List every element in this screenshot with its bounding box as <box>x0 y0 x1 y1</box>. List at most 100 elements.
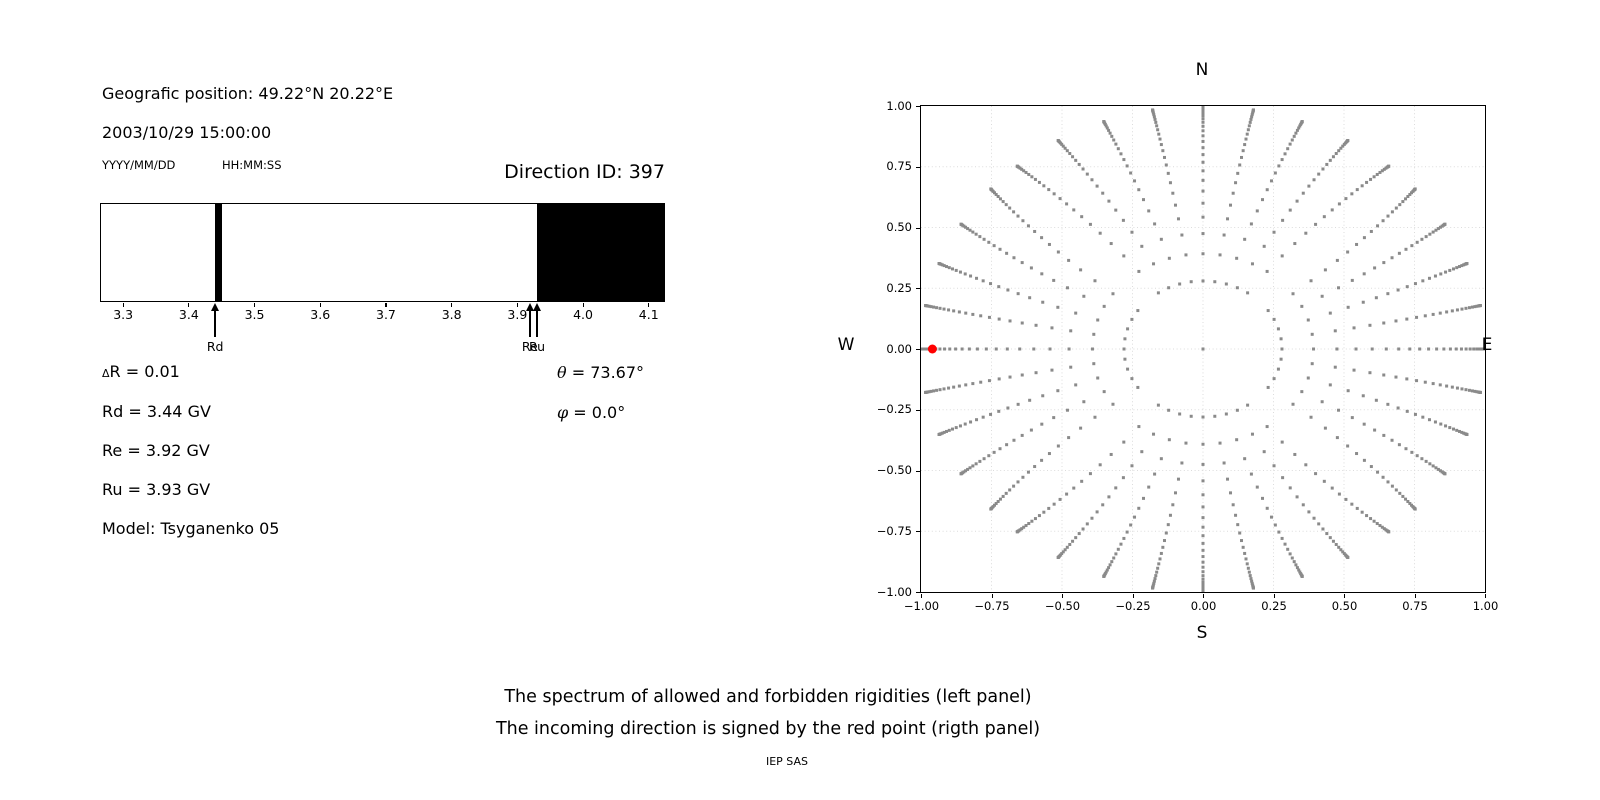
direction-dot <box>1380 169 1384 173</box>
direction-dot <box>1098 231 1102 235</box>
direction-dot <box>1341 144 1345 148</box>
direction-dot <box>1246 566 1250 570</box>
x-tick-mark <box>1062 594 1064 598</box>
direction-dot <box>1265 188 1269 192</box>
direction-dot <box>1434 228 1438 232</box>
direction-dot <box>1436 227 1440 231</box>
axis-label-south: S <box>1196 623 1208 643</box>
direction-dot <box>1381 219 1385 223</box>
direction-scatter <box>921 106 1485 592</box>
direction-dot <box>1272 230 1276 234</box>
direction-dot <box>1369 229 1373 233</box>
delta-symbol: Δ <box>102 367 110 380</box>
direction-dot <box>1307 510 1311 514</box>
direction-dot <box>1056 305 1060 309</box>
direction-dot <box>1328 311 1332 315</box>
x-tick-label: 3.6 <box>310 307 331 322</box>
direction-dot <box>951 267 955 271</box>
direction-dot <box>1180 233 1184 237</box>
direction-dot <box>1250 581 1254 585</box>
direction-dot <box>952 309 956 313</box>
direction-dot <box>1040 422 1044 426</box>
direction-dot <box>1074 158 1078 162</box>
direction-dot <box>1110 560 1114 564</box>
direction-dot <box>1415 379 1419 383</box>
direction-dot <box>1058 497 1062 501</box>
direction-dot <box>1222 461 1226 465</box>
direction-dot <box>1085 172 1089 176</box>
direction-dot <box>997 409 1001 413</box>
direction-dot <box>1415 454 1419 458</box>
direction-dot <box>1266 309 1270 313</box>
direction-dot <box>1293 242 1297 246</box>
x-tick-label: −0.75 <box>974 599 1010 613</box>
direction-dot <box>1067 258 1071 262</box>
direction-dot <box>1226 477 1230 481</box>
direction-dot <box>1408 347 1412 351</box>
direction-plot-panel <box>920 105 1486 593</box>
direction-dot <box>952 385 956 389</box>
direction-dot <box>1312 178 1316 182</box>
direction-dot <box>1152 113 1156 117</box>
x-tick-label: 0.25 <box>1261 599 1287 613</box>
direction-dot <box>1410 450 1414 454</box>
direction-dot <box>1158 137 1162 141</box>
direction-dot <box>1440 224 1444 228</box>
direction-dot <box>1018 347 1022 351</box>
direction-dot <box>1080 479 1084 483</box>
direction-dot <box>975 347 979 351</box>
x-tick-label: 0.00 <box>1190 599 1217 613</box>
direction-dot <box>1184 253 1188 257</box>
direction-dot <box>1034 323 1038 327</box>
direction-dot <box>1147 485 1151 489</box>
y-tick-mark <box>916 592 920 594</box>
axis-label-west: W <box>837 335 855 355</box>
caption-line-1: The spectrum of allowed and forbidden ri… <box>504 687 1032 707</box>
direction-dot <box>1339 146 1343 150</box>
direction-dot <box>1350 278 1354 282</box>
direction-dot <box>1041 300 1045 304</box>
direction-dot <box>1286 147 1290 151</box>
direction-dot <box>1201 117 1205 121</box>
direction-dot <box>1337 492 1341 496</box>
direction-dot <box>1457 429 1461 433</box>
direction-dot <box>1090 178 1094 182</box>
direction-dot <box>1008 206 1012 210</box>
direction-dot <box>1265 425 1269 429</box>
direction-dot <box>1265 506 1269 510</box>
direction-dot <box>1369 517 1373 521</box>
direction-dot <box>1218 441 1222 445</box>
direction-dot <box>997 317 1001 321</box>
direction-dot <box>1201 585 1205 589</box>
direction-dot <box>1159 143 1163 147</box>
direction-dot <box>1201 189 1205 193</box>
direction-dot <box>1137 425 1141 429</box>
direction-dot <box>1427 276 1431 280</box>
x-tick-mark <box>122 303 124 307</box>
direction-dot <box>1050 326 1054 330</box>
x-tick-label: 3.3 <box>113 307 134 322</box>
direction-dot <box>962 470 966 474</box>
direction-dot <box>1235 438 1239 442</box>
direction-dot <box>1382 321 1386 325</box>
direction-dot <box>1335 258 1339 262</box>
direction-dot <box>1298 570 1302 574</box>
direction-dot <box>1420 237 1424 241</box>
direction-dot <box>1273 523 1277 527</box>
direction-dot <box>1026 224 1030 228</box>
direction-dot <box>1304 463 1308 467</box>
direction-dot <box>1096 318 1100 322</box>
x-tick-label: 3.5 <box>244 307 265 322</box>
direction-dot <box>1224 412 1228 416</box>
direction-dot <box>1201 201 1205 205</box>
direction-dot <box>1052 416 1056 420</box>
direction-dot <box>1450 385 1454 389</box>
direction-dot <box>1102 304 1106 308</box>
direction-dot <box>1476 304 1480 308</box>
ru-value: Ru = 3.93 GV <box>102 480 211 499</box>
direction-dot <box>1280 158 1284 162</box>
direction-dot <box>1077 162 1081 166</box>
direction-dot <box>1451 427 1455 431</box>
direction-dot <box>929 305 933 309</box>
direction-dot <box>1107 128 1111 132</box>
